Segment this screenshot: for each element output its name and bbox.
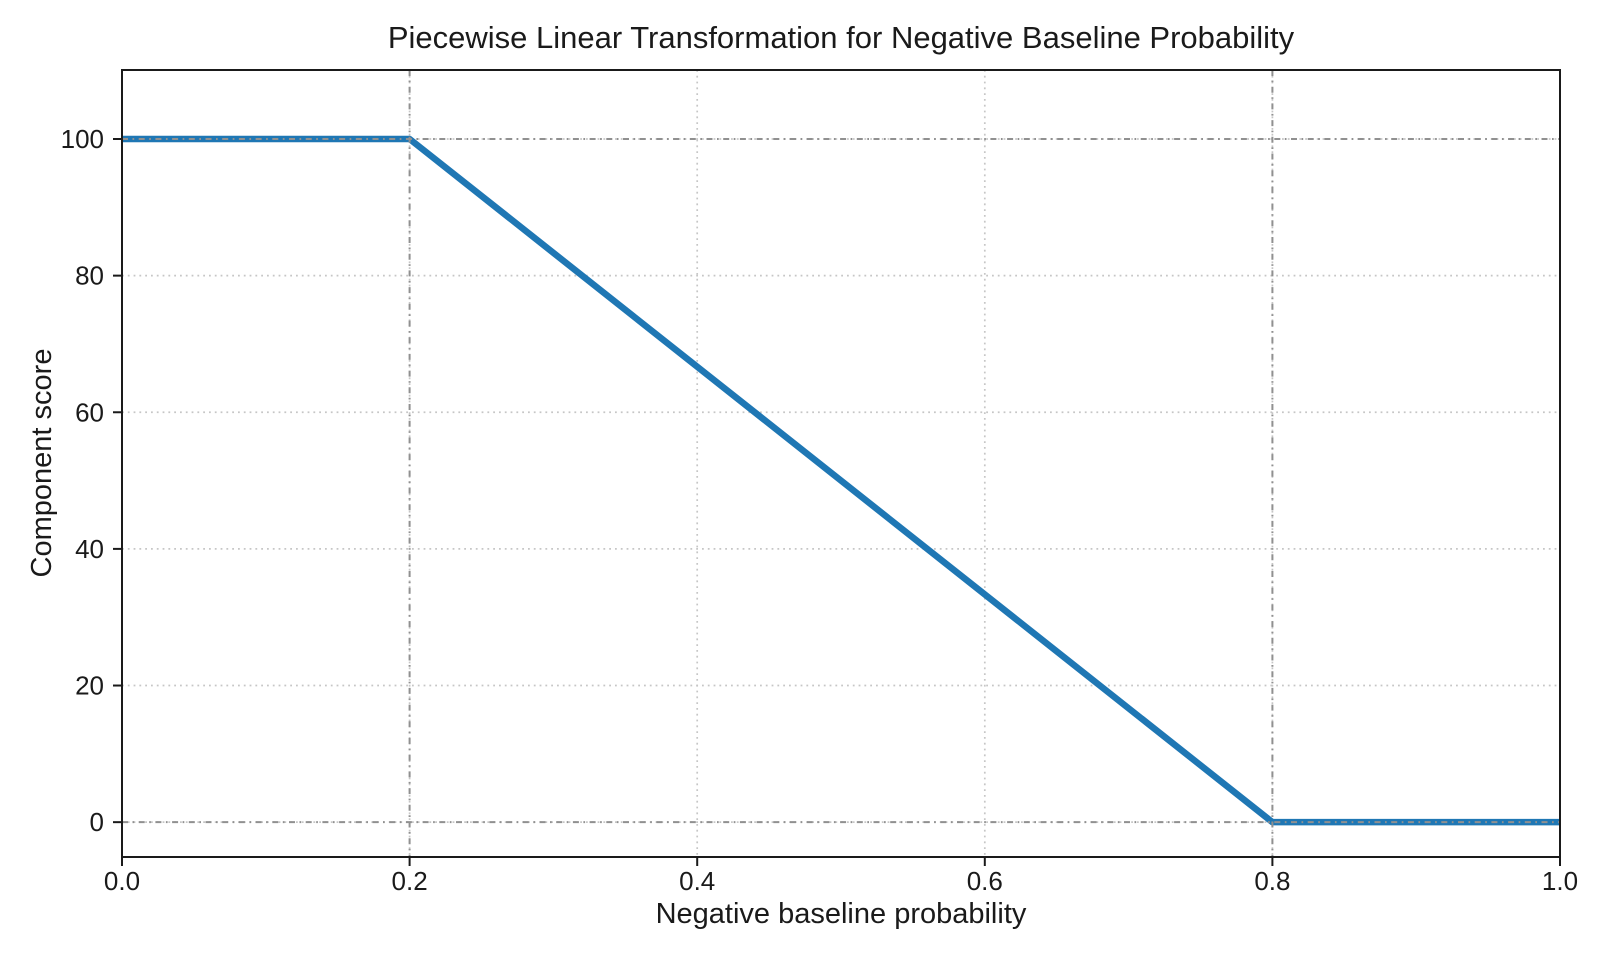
x-axis-label: Negative baseline probability <box>655 898 1027 930</box>
x-tick-label: 0.6 <box>967 866 1003 896</box>
series-line-component_score <box>122 135 1560 826</box>
x-tick-label: 0.2 <box>392 866 428 896</box>
chart-title: Piecewise Linear Transformation for Nega… <box>387 20 1295 55</box>
y-tick-label: 20 <box>75 671 104 701</box>
plot-border <box>121 69 1561 858</box>
y-axis-label: Component score <box>26 348 58 578</box>
x-tick-label: 0.4 <box>679 866 715 896</box>
y-tick-label: 0 <box>90 807 104 837</box>
y-tick-label: 100 <box>61 124 104 154</box>
y-tick-label: 80 <box>75 261 104 291</box>
x-tick-label: 0.8 <box>1254 866 1290 896</box>
x-tick-label: 1.0 <box>1542 866 1578 896</box>
y-tick-label: 40 <box>75 534 104 564</box>
x-tick-label: 0.0 <box>104 866 140 896</box>
y-tick-label: 60 <box>75 397 104 427</box>
